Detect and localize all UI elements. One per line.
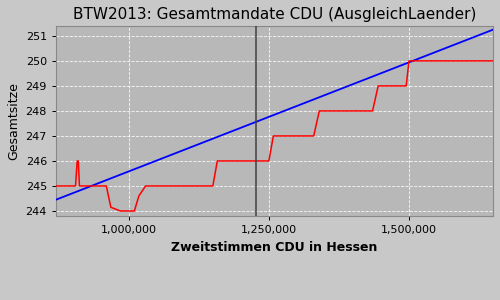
Sitze real [406, 59, 412, 63]
Sitze real [403, 84, 409, 88]
Sitze real [118, 209, 124, 213]
Line: Sitze real: Sitze real [56, 61, 493, 211]
Sitze real [160, 184, 166, 188]
Sitze real [370, 109, 376, 113]
Sitze real [76, 184, 82, 188]
Sitze real [266, 159, 272, 163]
Sitze real [375, 84, 381, 88]
Sitze real [182, 184, 188, 188]
Sitze real [198, 184, 204, 188]
Sitze real [210, 184, 216, 188]
Sitze real [316, 109, 322, 113]
Sitze real [252, 159, 258, 163]
Sitze real [104, 184, 110, 188]
Sitze real [53, 184, 59, 188]
Sitze real [238, 159, 244, 163]
Y-axis label: Gesamtsitze: Gesamtsitze [7, 82, 20, 160]
Sitze real [76, 159, 82, 163]
Sitze real [170, 184, 176, 188]
Sitze real [214, 159, 220, 163]
X-axis label: Zweitstimmen CDU in Hessen: Zweitstimmen CDU in Hessen [172, 241, 378, 254]
Sitze real [95, 184, 101, 188]
Sitze real [254, 159, 260, 163]
Sitze real [132, 209, 138, 213]
Sitze real [108, 206, 114, 209]
Sitze real [74, 159, 80, 163]
Sitze real [270, 134, 276, 138]
Sitze real [263, 159, 269, 163]
Sitze real [92, 184, 98, 188]
Sitze real [136, 194, 142, 198]
Sitze real [142, 184, 148, 188]
Title: BTW2013: Gesamtmandate CDU (AusgleichLaender): BTW2013: Gesamtmandate CDU (AusgleichLae… [73, 7, 476, 22]
Sitze real [310, 134, 316, 138]
Sitze real [72, 184, 78, 188]
Sitze real [126, 209, 132, 213]
Sitze real [490, 59, 496, 63]
